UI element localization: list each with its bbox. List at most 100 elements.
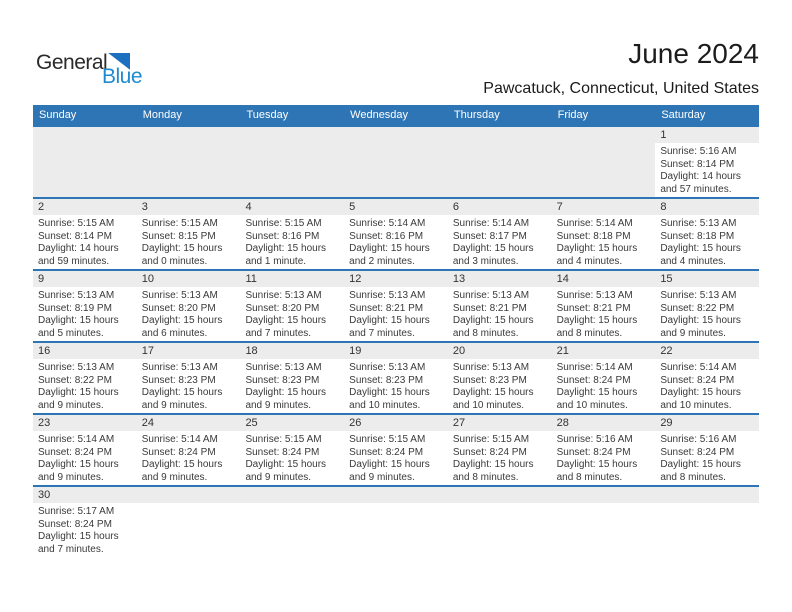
day-number: 22: [655, 343, 760, 359]
detail-line: Sunrise: 5:13 AM: [141, 362, 218, 373]
detail-line: Sunset: 8:24 PM: [141, 446, 216, 458]
day-cell-8: 8 Sunrise: 5:13 AM Sunset: 8:18 PM Daylight…: [655, 199, 760, 269]
day-details: Sunrise: 5:15 AM Sunset: 8:24 PM Daylight:…: [448, 431, 552, 484]
detail-line: and 4 minutes.: [660, 255, 726, 267]
day-cell-24: 24 Sunrise: 5:14 AM Sunset: 8:24 PM Dayligh…: [136, 415, 241, 485]
detail-line: Sunrise: 5:13 AM: [38, 290, 115, 301]
detail-line: Sunrise: 5:13 AM: [245, 362, 322, 373]
detail-line: and 8 minutes.: [660, 471, 726, 483]
day-cell-3: 3 Sunrise: 5:15 AM Sunset: 8:15 PM Daylight…: [136, 199, 241, 269]
detail-line: Sunrise: 5:15 AM: [452, 434, 530, 445]
empty-cell: [240, 127, 345, 197]
detail-line: Daylight: 15 hours: [556, 387, 638, 398]
detail-line: Sunset: 8:24 PM: [556, 446, 631, 458]
detail-line: and 1 minute.: [245, 255, 307, 267]
day-number: 24: [136, 415, 241, 431]
day-number: 30: [33, 487, 137, 503]
day-details: Sunrise: 5:15 AM Sunset: 8:24 PM Daylight:…: [240, 431, 344, 484]
detail-line: Sunset: 8:24 PM: [452, 446, 527, 458]
detail-line: Sunrise: 5:17 AM: [38, 506, 115, 517]
detail-line: Daylight: 15 hours: [245, 459, 327, 470]
day-details: Sunrise: 5:14 AM Sunset: 8:17 PM Daylight:…: [448, 215, 552, 268]
day-number: 28: [551, 415, 656, 431]
detail-line: Daylight: 15 hours: [141, 315, 223, 326]
detail-line: Daylight: 15 hours: [556, 459, 638, 470]
detail-line: Daylight: 15 hours: [556, 315, 638, 326]
detail-line: and 10 minutes.: [556, 399, 628, 411]
detail-line: Sunset: 8:24 PM: [245, 446, 320, 458]
detail-line: and 57 minutes.: [660, 183, 732, 195]
day-details: Sunrise: 5:16 AM Sunset: 8:24 PM Daylight:…: [552, 431, 656, 484]
detail-line: and 8 minutes.: [452, 327, 519, 339]
detail-line: Sunrise: 5:14 AM: [660, 362, 737, 373]
detail-line: Daylight: 14 hours: [660, 171, 741, 182]
day-number: 19: [344, 343, 448, 359]
detail-line: Daylight: 15 hours: [349, 387, 430, 398]
day-cell-21: 21 Sunrise: 5:14 AM Sunset: 8:24 PM Dayligh…: [551, 343, 656, 413]
day-number-band: [240, 487, 345, 503]
day-number: 8: [655, 199, 760, 215]
day-cell-9: 9 Sunrise: 5:13 AM Sunset: 8:19 PM Daylight…: [33, 271, 137, 341]
detail-line: Sunrise: 5:15 AM: [141, 218, 218, 229]
day-cell-20: 20 Sunrise: 5:13 AM Sunset: 8:23 PM Dayligh…: [447, 343, 552, 413]
detail-line: Daylight: 15 hours: [245, 243, 327, 254]
detail-line: Daylight: 15 hours: [38, 459, 119, 470]
day-details: Sunrise: 5:13 AM Sunset: 8:21 PM Daylight:…: [448, 287, 552, 340]
day-details: Sunrise: 5:13 AM Sunset: 8:22 PM Daylight:…: [655, 287, 759, 340]
day-cell-28: 28 Sunrise: 5:16 AM Sunset: 8:24 PM Dayligh…: [551, 415, 656, 485]
detail-line: Sunrise: 5:13 AM: [349, 290, 426, 301]
day-number: 12: [344, 271, 448, 287]
week-row-5: 23 Sunrise: 5:14 AM Sunset: 8:24 PM Dayligh…: [33, 413, 760, 485]
detail-line: Daylight: 15 hours: [38, 387, 119, 398]
day-number-band: [136, 487, 241, 503]
detail-line: Sunset: 8:22 PM: [660, 302, 735, 314]
day-details: Sunrise: 5:17 AM Sunset: 8:24 PM Daylight:…: [33, 503, 137, 556]
day-details: Sunrise: 5:14 AM Sunset: 8:16 PM Daylight:…: [344, 215, 448, 268]
detail-line: Sunset: 8:14 PM: [38, 230, 112, 242]
day-number: 9: [33, 271, 137, 287]
detail-line: Sunset: 8:23 PM: [349, 374, 424, 386]
day-details: Sunrise: 5:13 AM Sunset: 8:20 PM Daylight:…: [240, 287, 344, 340]
day-number-band: [344, 487, 448, 503]
week-row-6: 30 Sunrise: 5:17 AM Sunset: 8:24 PM Dayligh…: [33, 485, 760, 557]
day-details: Sunrise: 5:15 AM Sunset: 8:15 PM Daylight:…: [137, 215, 241, 268]
weekday-saturday: Saturday: [661, 109, 706, 121]
detail-line: Sunset: 8:23 PM: [141, 374, 216, 386]
week-row-3: 9 Sunrise: 5:13 AM Sunset: 8:19 PM Daylight…: [33, 269, 760, 341]
weekday-header: Sunday Monday Tuesday Wednesday Thursday Frid…: [33, 105, 759, 125]
day-number: 3: [136, 199, 241, 215]
day-details: Sunrise: 5:14 AM Sunset: 8:24 PM Daylight:…: [655, 359, 759, 412]
detail-line: and 7 minutes.: [38, 543, 104, 555]
detail-line: Daylight: 15 hours: [141, 243, 223, 254]
day-cell-17: 17 Sunrise: 5:13 AM Sunset: 8:23 PM Dayligh…: [136, 343, 241, 413]
detail-line: Sunset: 8:15 PM: [141, 230, 216, 242]
detail-line: Daylight: 15 hours: [141, 459, 223, 470]
detail-line: Sunrise: 5:14 AM: [556, 218, 633, 229]
detail-line: and 9 minutes.: [38, 471, 104, 483]
day-cell-23: 23 Sunrise: 5:14 AM Sunset: 8:24 PM Dayligh…: [33, 415, 137, 485]
detail-line: Daylight: 15 hours: [349, 315, 430, 326]
detail-line: Sunset: 8:24 PM: [38, 518, 112, 530]
day-details: Sunrise: 5:16 AM Sunset: 8:14 PM Daylight:…: [655, 143, 759, 196]
day-number: 25: [240, 415, 345, 431]
day-cell-15: 15 Sunrise: 5:13 AM Sunset: 8:22 PM Dayligh…: [655, 271, 760, 341]
week-row-4: 16 Sunrise: 5:13 AM Sunset: 8:22 PM Dayligh…: [33, 341, 760, 413]
empty-cell: [447, 487, 552, 557]
detail-line: Sunrise: 5:13 AM: [452, 362, 530, 373]
weekday-thursday: Thursday: [453, 109, 500, 121]
detail-line: Daylight: 15 hours: [452, 459, 534, 470]
empty-cell: [33, 127, 137, 197]
day-cell-18: 18 Sunrise: 5:13 AM Sunset: 8:23 PM Dayligh…: [240, 343, 345, 413]
weekday-monday: Monday: [142, 109, 182, 121]
day-cell-16: 16 Sunrise: 5:13 AM Sunset: 8:22 PM Dayligh…: [33, 343, 137, 413]
detail-line: Sunrise: 5:16 AM: [556, 434, 633, 445]
detail-line: and 7 minutes.: [349, 327, 415, 339]
day-cell-30: 30 Sunrise: 5:17 AM Sunset: 8:24 PM Dayligh…: [33, 487, 137, 557]
detail-line: Sunrise: 5:16 AM: [660, 146, 737, 157]
detail-line: and 8 minutes.: [556, 327, 623, 339]
detail-line: and 9 minutes.: [349, 471, 415, 483]
detail-line: Sunrise: 5:13 AM: [660, 290, 737, 301]
empty-cell: [136, 127, 241, 197]
detail-line: and 9 minutes.: [245, 471, 312, 483]
detail-line: Sunrise: 5:14 AM: [556, 362, 633, 373]
